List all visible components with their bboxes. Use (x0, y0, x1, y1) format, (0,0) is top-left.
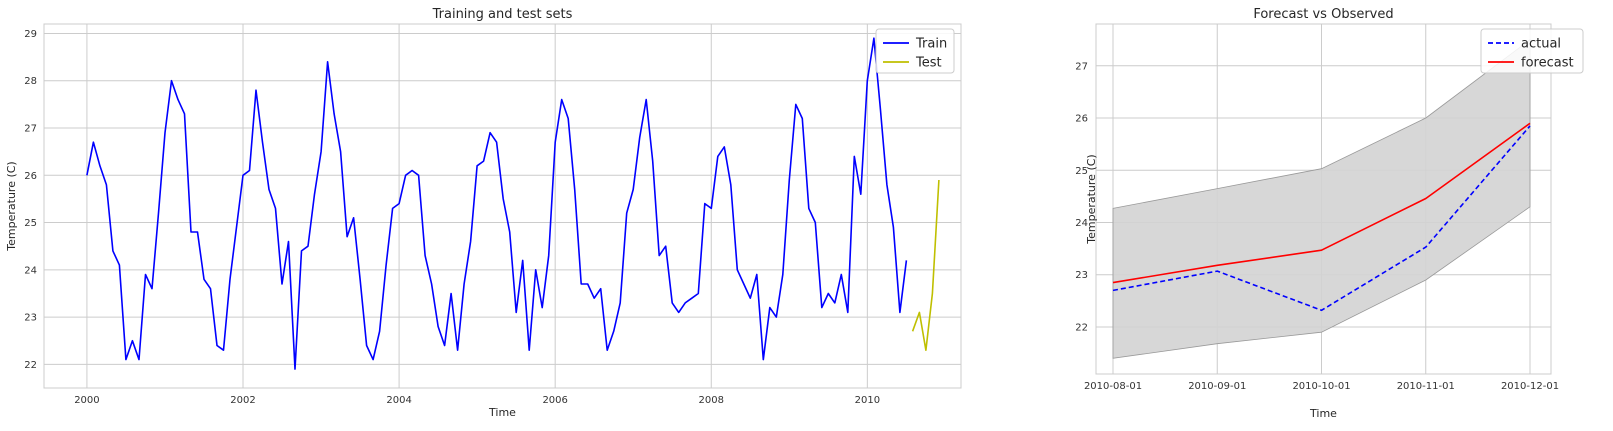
left-x-tick-label: 2008 (699, 395, 724, 406)
left-x-axis-label: Time (488, 406, 516, 419)
actual-series-line (1112, 125, 1531, 312)
forecast-vs-observed-chart: 2010-08-01 2010-09-01 2010-10-01 2010-11-01… (1075, 7, 1584, 420)
left-y-tick-label: 27 (24, 124, 37, 135)
right-x-tick-label: 2010-11-01 (1397, 381, 1455, 392)
right-ticks: 2010-08-01 2010-09-01 2010-10-01 2010-11-01… (1075, 61, 1559, 392)
left-y-axis-label: Temperature (C) (5, 161, 18, 251)
right-legend: actual forecast (1480, 28, 1584, 74)
left-x-tick-label: 2002 (230, 395, 255, 406)
left-ticks: 2000 2002 2004 2006 2008 2010 22 23 24 25 26 27 28 29 (24, 29, 880, 406)
left-x-tick-label: 2000 (74, 395, 99, 406)
legend-forecast-label: forecast (1521, 56, 1574, 71)
left-x-tick-label: 2004 (386, 395, 411, 406)
forecast-series-line (1112, 122, 1531, 284)
right-x-tick-label: 2010-09-01 (1188, 381, 1246, 392)
right-y-tick-label: 27 (1075, 61, 1088, 72)
left-y-tick-label: 23 (24, 313, 37, 324)
legend-train-label: Train (915, 37, 947, 52)
left-plot-area (43, 23, 962, 389)
right-y-tick-label: 25 (1075, 166, 1088, 177)
right-y-tick-label: 24 (1075, 218, 1088, 229)
left-x-tick-label: 2006 (542, 395, 567, 406)
confidence-band-area (1112, 38, 1531, 359)
right-y-tick-label: 26 (1075, 114, 1088, 125)
right-x-tick-label: 2010-08-01 (1084, 381, 1142, 392)
right-x-tick-label: 2010-10-01 (1292, 381, 1350, 392)
left-y-tick-label: 24 (24, 265, 37, 276)
legend-test-label: Test (915, 56, 942, 71)
training-test-chart: 2000 2002 2004 2006 2008 2010 22 23 24 25 26 27 28 29… (5, 7, 962, 419)
left-legend: Train Test (875, 28, 955, 74)
right-y-tick-label: 22 (1075, 322, 1088, 333)
left-chart-title: Training and test sets (432, 7, 573, 22)
left-y-tick-label: 22 (24, 360, 37, 371)
left-series (86, 37, 940, 370)
right-x-axis-label: Time (1309, 407, 1337, 420)
right-chart-title: Forecast vs Observed (1253, 7, 1393, 22)
right-x-tick-label: 2010-12-01 (1501, 381, 1559, 392)
left-x-tick-label: 2010 (855, 395, 880, 406)
train-series-line (86, 37, 908, 370)
right-y-axis-label: Temperature (C) (1085, 154, 1098, 244)
left-y-tick-label: 26 (24, 171, 37, 182)
left-y-tick-label: 28 (24, 76, 37, 87)
left-y-tick-label: 25 (24, 218, 37, 229)
legend-actual-label: actual (1521, 37, 1561, 52)
right-series (1112, 122, 1531, 312)
test-series-line (911, 179, 940, 352)
left-y-tick-label: 29 (24, 29, 37, 40)
confidence-band (1112, 38, 1531, 359)
right-y-tick-label: 23 (1075, 270, 1088, 281)
